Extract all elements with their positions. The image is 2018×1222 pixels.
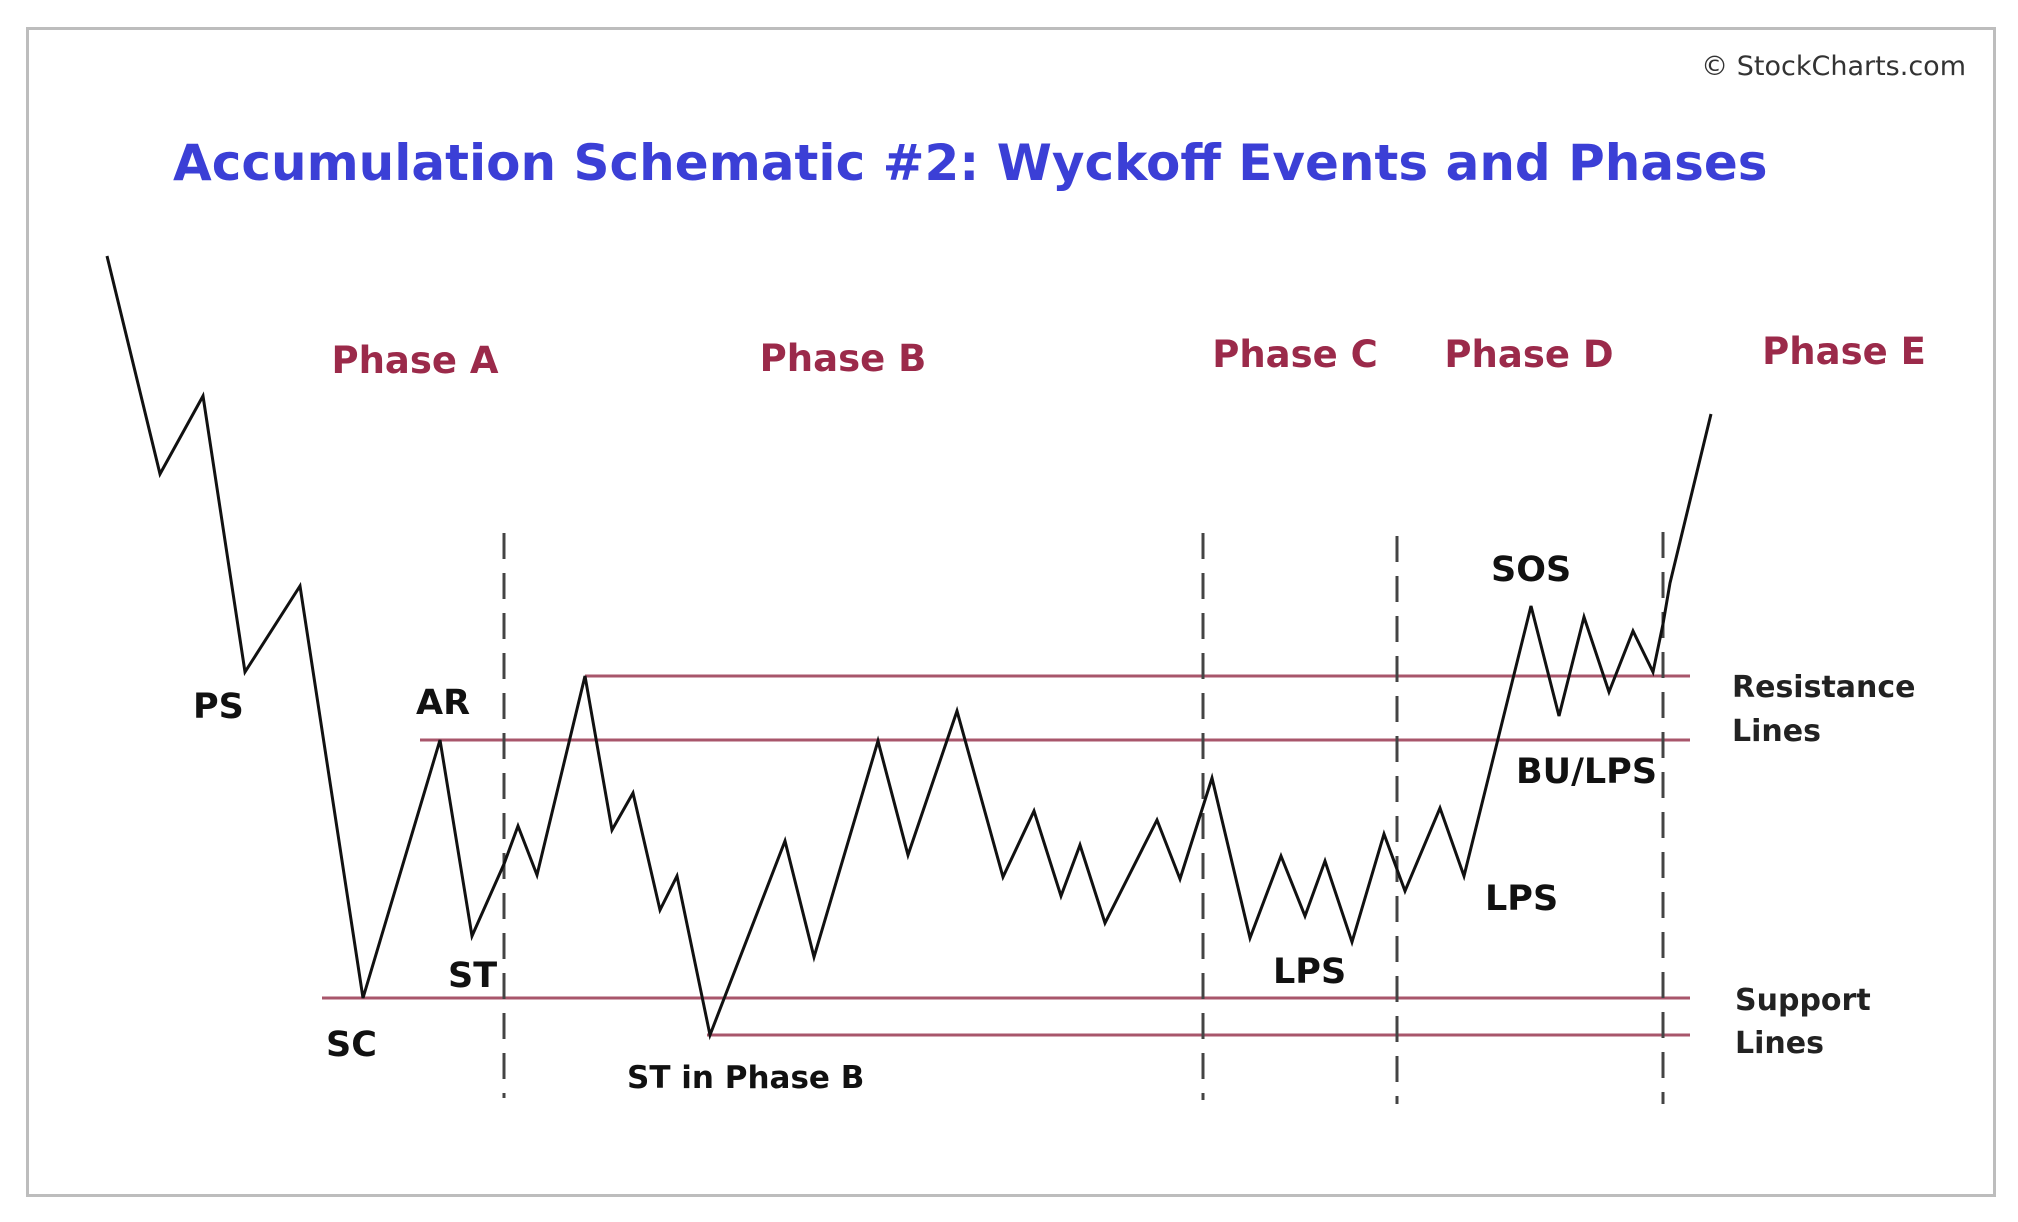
- ar-label: AR: [416, 683, 470, 723]
- side-labels: Resistance Lines Support Lines: [1732, 670, 1916, 1061]
- lps-phase-d-label: LPS: [1485, 879, 1558, 919]
- st-label: ST: [448, 956, 497, 996]
- phase-c-label: Phase C: [1212, 333, 1378, 376]
- support-label-line2: Lines: [1735, 1026, 1824, 1061]
- phase-labels: Phase A Phase B Phase C Phase D Phase E: [331, 330, 1925, 382]
- copyright-text: © StockCharts.com: [1701, 51, 1966, 82]
- diagram-title: Accumulation Schematic #2: Wyckoff Event…: [173, 134, 1768, 192]
- ps-label: PS: [193, 687, 244, 727]
- resistance-label-line2: Lines: [1732, 714, 1821, 749]
- price-line: [105, 255, 1713, 1041]
- lps-phase-c-label: LPS: [1273, 952, 1346, 992]
- st-phase-b-label: ST in Phase B: [627, 1060, 864, 1096]
- support-label-line1: Support: [1735, 983, 1871, 1018]
- phase-dividers: [502, 532, 1665, 1104]
- sos-label: SOS: [1491, 550, 1571, 590]
- phase-b-label: Phase B: [760, 337, 927, 380]
- resistance-label-line1: Resistance: [1732, 670, 1916, 705]
- phase-d-label: Phase D: [1444, 333, 1613, 376]
- event-labels: PS AR SC ST ST in Phase B LPS LPS SOS BU…: [193, 550, 1657, 1096]
- level-lines: [322, 674, 1690, 1037]
- phase-e-label: Phase E: [1762, 330, 1926, 373]
- phase-a-label: Phase A: [331, 339, 498, 382]
- bu-lps-label: BU/LPS: [1516, 752, 1657, 792]
- diagram-frame: [26, 27, 1996, 1197]
- sc-label: SC: [326, 1025, 377, 1065]
